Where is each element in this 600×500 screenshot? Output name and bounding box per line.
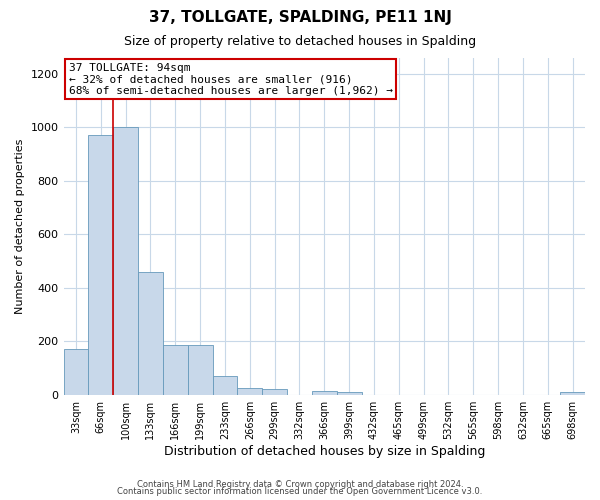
X-axis label: Distribution of detached houses by size in Spalding: Distribution of detached houses by size … <box>164 444 485 458</box>
Bar <box>337 392 362 394</box>
Bar <box>262 390 287 394</box>
Y-axis label: Number of detached properties: Number of detached properties <box>15 138 25 314</box>
Text: Contains public sector information licensed under the Open Government Licence v3: Contains public sector information licen… <box>118 487 482 496</box>
Text: 37 TOLLGATE: 94sqm
← 32% of detached houses are smaller (916)
68% of semi-detach: 37 TOLLGATE: 94sqm ← 32% of detached hou… <box>69 62 393 96</box>
Bar <box>138 272 163 394</box>
Text: Size of property relative to detached houses in Spalding: Size of property relative to detached ho… <box>124 35 476 48</box>
Text: Contains HM Land Registry data © Crown copyright and database right 2024.: Contains HM Land Registry data © Crown c… <box>137 480 463 489</box>
Bar <box>560 392 585 394</box>
Bar <box>113 127 138 394</box>
Bar <box>238 388 262 394</box>
Bar <box>188 345 212 395</box>
Bar <box>88 135 113 394</box>
Text: 37, TOLLGATE, SPALDING, PE11 1NJ: 37, TOLLGATE, SPALDING, PE11 1NJ <box>149 10 451 25</box>
Bar <box>163 345 188 395</box>
Bar <box>64 349 88 395</box>
Bar <box>312 390 337 394</box>
Bar <box>212 376 238 394</box>
